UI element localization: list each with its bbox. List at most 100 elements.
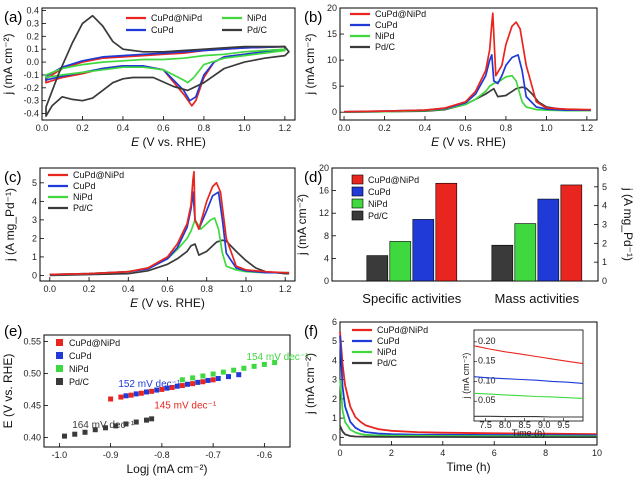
bar-pd-c: [491, 244, 514, 282]
inset-x-tick-label: 8.0: [499, 420, 512, 430]
x-tick-label: 1.0: [240, 284, 253, 294]
inset-x-axis-label: Time (h): [512, 428, 545, 438]
data-point: [133, 391, 139, 397]
y-axis-label: j (mA cm⁻²): [303, 353, 317, 415]
bar-cupd-nipd: [560, 184, 583, 282]
legend-entry: Pd/C: [375, 42, 396, 52]
x-tick-label: 0.6: [157, 123, 170, 133]
y-tick-label-right: 2: [602, 238, 607, 248]
y-tick-label: 0.40: [23, 432, 41, 442]
data-point: [123, 421, 129, 427]
bar-pd-c: [366, 255, 389, 282]
legend-marker: [56, 352, 63, 359]
legend-marker: [56, 365, 63, 372]
x-tick-label: 0.0: [44, 284, 57, 294]
legend-marker: [56, 339, 63, 346]
plot-frame-e: [43, 334, 291, 448]
x-tick-label: -0.9: [103, 450, 119, 460]
bar-cupd: [537, 198, 560, 282]
inset-y-tick-label: 0.15: [478, 356, 496, 366]
y-tick-label: 0.0: [26, 57, 39, 67]
y-tick-label: 2: [32, 233, 37, 243]
y-axis-label: j (mA cm⁻²): [1, 34, 15, 96]
legend-entry: CuPd@NiPd: [375, 9, 426, 19]
y-tick-label: 6: [332, 317, 337, 327]
data-point: [210, 377, 216, 383]
inset-y-tick-label: 0.20: [478, 336, 496, 346]
y-tick-label: 0.50: [23, 368, 41, 378]
series-line-cupd: [45, 45, 286, 102]
series-line-nipd: [339, 379, 598, 438]
data-point: [251, 363, 257, 369]
legend-entry: Pd/C: [247, 25, 268, 35]
inset-x-tick-label: 9.5: [557, 420, 570, 430]
data-point: [159, 386, 165, 392]
y-axis-label-right: j (A mg_Pd⁻¹): [621, 187, 635, 261]
x-tick-label: 0.6: [459, 123, 472, 133]
x-category-label: Mass activities: [495, 291, 580, 306]
legend-entry: NiPd: [69, 364, 89, 374]
data-point: [144, 417, 149, 423]
data-point: [133, 419, 139, 425]
x-axis-label: Time (h): [446, 460, 490, 474]
y-tick-label: -0.2: [23, 83, 39, 93]
y-tick-label: 4: [324, 253, 329, 263]
y-tick-label: 5: [32, 178, 37, 188]
legend-entry: CuPd@NiPd: [69, 338, 120, 348]
series-line-pd-c: [49, 239, 290, 277]
data-point: [200, 373, 206, 379]
x-tick-label: 1.2: [279, 123, 292, 133]
inset-series-line: [473, 392, 584, 399]
legend-entry: CuPd@NiPd: [368, 175, 419, 185]
slope-annotation: 145 mV dec⁻¹: [154, 401, 217, 412]
series-line-nipd: [45, 48, 286, 84]
panel-label: (a): [4, 9, 22, 26]
panel-label: (c): [4, 169, 22, 186]
x-tick-label: 0.0: [36, 123, 49, 133]
x-tick-label: -1.0: [52, 450, 68, 460]
bar-nipd: [389, 241, 412, 282]
legend-entry: Pd/C: [73, 203, 94, 213]
x-tick-label: 6: [492, 448, 497, 458]
y-tick-label-right: 4: [602, 201, 607, 211]
panel-label: (e): [4, 323, 22, 340]
bar-cupd: [412, 219, 435, 282]
x-axis-label: E (V vs. RHE): [431, 135, 506, 149]
y-tick-label: 5: [332, 336, 337, 346]
legend-entry: CuPd: [377, 336, 400, 346]
legend-entry: CuPd: [375, 20, 398, 30]
x-tick-label: 0.0: [338, 123, 351, 133]
inset-x-tick-label: 9.0: [538, 420, 551, 430]
data-point: [92, 427, 98, 433]
x-tick-label: 0.4: [117, 123, 130, 133]
y-tick-label: 4: [32, 196, 37, 206]
y-tick-label: 0.2: [26, 31, 39, 41]
x-tick-label: 0.8: [200, 284, 213, 294]
series-line-cupd-nipd: [49, 170, 290, 276]
data-point: [236, 372, 242, 378]
data-point: [231, 367, 237, 373]
legend-marker: [56, 378, 63, 385]
x-axis-label: Logj (mA cm⁻²): [126, 462, 207, 476]
data-point: [72, 431, 78, 437]
x-tick-label: 0.2: [378, 123, 391, 133]
legend-swatch: [351, 198, 364, 209]
legend-entry: CuPd: [69, 351, 92, 361]
x-tick-label: 1.2: [279, 284, 292, 294]
y-tick-label: -0.4: [23, 109, 39, 119]
legend-entry: CuPd: [368, 187, 391, 197]
legend-entry: NiPd: [73, 192, 93, 202]
data-point: [179, 383, 185, 389]
data-point: [195, 379, 201, 385]
y-tick-label: 0.3: [26, 18, 39, 28]
inset-y-axis-label: j (mA cm⁻²): [461, 353, 471, 400]
legend-entry: CuPd: [73, 181, 96, 191]
data-point: [82, 429, 88, 435]
data-point: [220, 369, 226, 375]
y-tick-label-right: 0: [602, 276, 607, 286]
y-tick-label: 5: [332, 81, 337, 91]
data-point: [128, 392, 134, 398]
x-tick-label: 0.8: [198, 123, 211, 133]
inset-y-tick-label: 0.10: [478, 375, 496, 385]
